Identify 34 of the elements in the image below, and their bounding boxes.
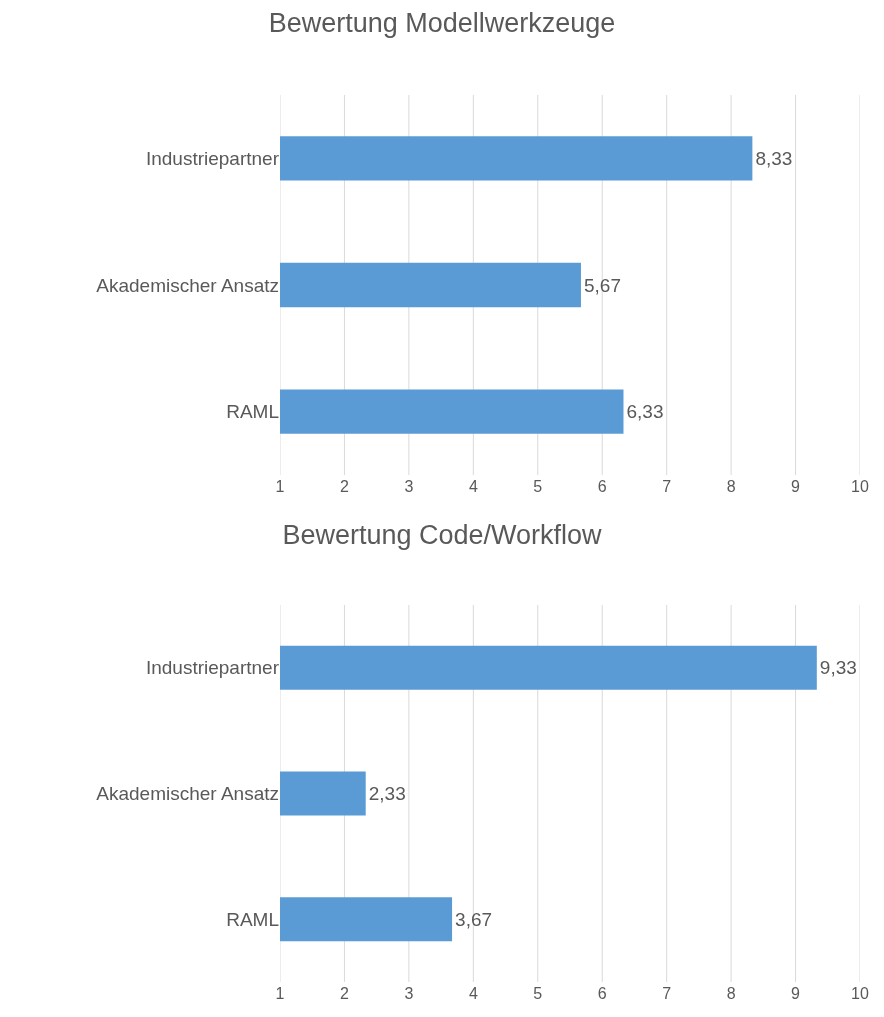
x-tick-label: 7 (662, 478, 672, 495)
chart-title: Bewertung Modellwerkzeuge (268, 7, 616, 38)
x-tick-label: 10 (851, 478, 869, 495)
data-label: 3,67 (455, 908, 493, 930)
x-tick-label: 2 (339, 478, 349, 495)
x-tick-label: 4 (468, 478, 478, 495)
y-tick-label: RAML (226, 401, 279, 423)
x-tick-label: 9 (791, 985, 801, 1002)
data-label: 5,67 (583, 274, 621, 296)
x-tick-label: 10 (851, 985, 869, 1002)
chart-title: Bewertung Code/Workflow (282, 520, 603, 551)
data-label: 8,33 (755, 147, 793, 169)
y-tick-label: RAML (226, 908, 279, 930)
x-tick-label: 6 (597, 478, 607, 495)
x-tick-label: 3 (404, 478, 414, 495)
x-tick-label: 1 (275, 478, 285, 495)
x-tick-label: 9 (791, 478, 801, 495)
y-tick-label: Akademischer Ansatz (96, 274, 279, 296)
x-tick-label: 7 (662, 985, 672, 1002)
x-tick-label: 6 (597, 985, 607, 1002)
x-tick-label: 4 (468, 985, 478, 1002)
y-tick-label: Industriepartner (145, 657, 280, 679)
y-tick-label: Industriepartner (145, 147, 280, 169)
data-label: 9,33 (819, 657, 857, 679)
x-tick-label: 2 (339, 985, 349, 1002)
x-tick-label: 1 (275, 985, 285, 1002)
x-tick-label: 8 (726, 985, 736, 1002)
y-tick-label: Akademischer Ansatz (96, 783, 279, 805)
x-tick-label: 5 (533, 985, 543, 1002)
x-tick-label: 8 (726, 478, 736, 495)
x-tick-label: 3 (404, 985, 414, 1002)
data-label: 6,33 (626, 401, 664, 423)
x-tick-label: 5 (533, 478, 543, 495)
data-label: 2,33 (368, 783, 406, 804)
